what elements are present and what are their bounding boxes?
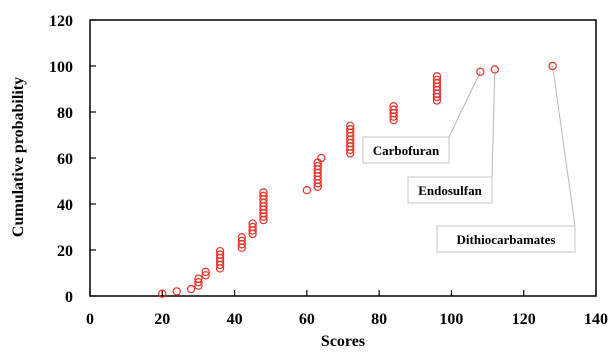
x-tick-label: 120 <box>512 311 536 328</box>
data-point <box>186 284 196 294</box>
x-tick-label: 40 <box>227 311 243 328</box>
data-point <box>389 105 398 114</box>
data-point <box>389 102 398 111</box>
x-tick-label: 140 <box>584 311 608 328</box>
data-point <box>237 236 246 245</box>
annotations: Carbofuran Endosulfan Dithiocarbamates <box>362 136 576 253</box>
y-tick-label: 0 <box>65 289 73 306</box>
data-point <box>172 287 181 296</box>
x-tick-label: 60 <box>299 311 315 328</box>
y-axis-label: Cumulative probability <box>10 77 27 237</box>
x-axis-ticks: 0 20 40 60 80 100 120 140 <box>86 290 608 328</box>
x-tick-label: 0 <box>86 311 94 328</box>
data-point <box>194 278 203 287</box>
data-point <box>201 267 210 277</box>
data-point <box>317 153 326 163</box>
data-point <box>259 188 268 197</box>
annotation-label: Endosulfan <box>418 183 482 198</box>
data-point <box>259 191 268 201</box>
annotation-leader <box>448 71 481 138</box>
y-tick-label: 100 <box>49 59 73 76</box>
x-tick-label: 100 <box>439 311 463 328</box>
data-point <box>248 222 257 232</box>
data-point <box>237 233 246 242</box>
data-point <box>158 289 167 298</box>
data-point <box>248 219 257 228</box>
data-point <box>490 65 499 74</box>
x-tick-label: 20 <box>154 311 170 328</box>
y-tick-label: 120 <box>49 13 73 30</box>
annotation-box <box>407 176 493 204</box>
data-point <box>346 121 355 131</box>
axes <box>89 19 597 297</box>
y-tick-label: 80 <box>57 105 73 122</box>
data-point <box>194 274 203 283</box>
x-axis-label: Scores <box>321 333 365 350</box>
annotation-leader-lines <box>448 65 576 227</box>
annotation-label: Dithiocarbamates <box>457 232 556 247</box>
data-point <box>302 185 312 195</box>
data-point <box>432 72 442 81</box>
data-point <box>313 161 322 171</box>
data-point <box>346 125 355 134</box>
annotation-box <box>362 136 450 164</box>
data-point <box>215 246 225 256</box>
annotation-label: Carbofuran <box>373 143 440 158</box>
plot-frame <box>89 19 597 297</box>
data-point <box>548 61 557 71</box>
data-point <box>215 250 225 259</box>
y-tick-label: 20 <box>57 243 73 260</box>
y-tick-label: 40 <box>57 197 73 214</box>
data-point <box>476 67 485 76</box>
data-point <box>201 271 210 280</box>
data-point <box>432 75 442 85</box>
x-tick-label: 80 <box>371 311 387 328</box>
annotation-leader <box>491 69 496 178</box>
y-tick-label: 60 <box>57 151 73 168</box>
annotation-box <box>436 225 576 253</box>
annotation-leader <box>552 65 576 227</box>
y-axis-ticks: 0 20 40 60 80 100 120 <box>49 13 96 306</box>
data-points <box>158 61 557 298</box>
